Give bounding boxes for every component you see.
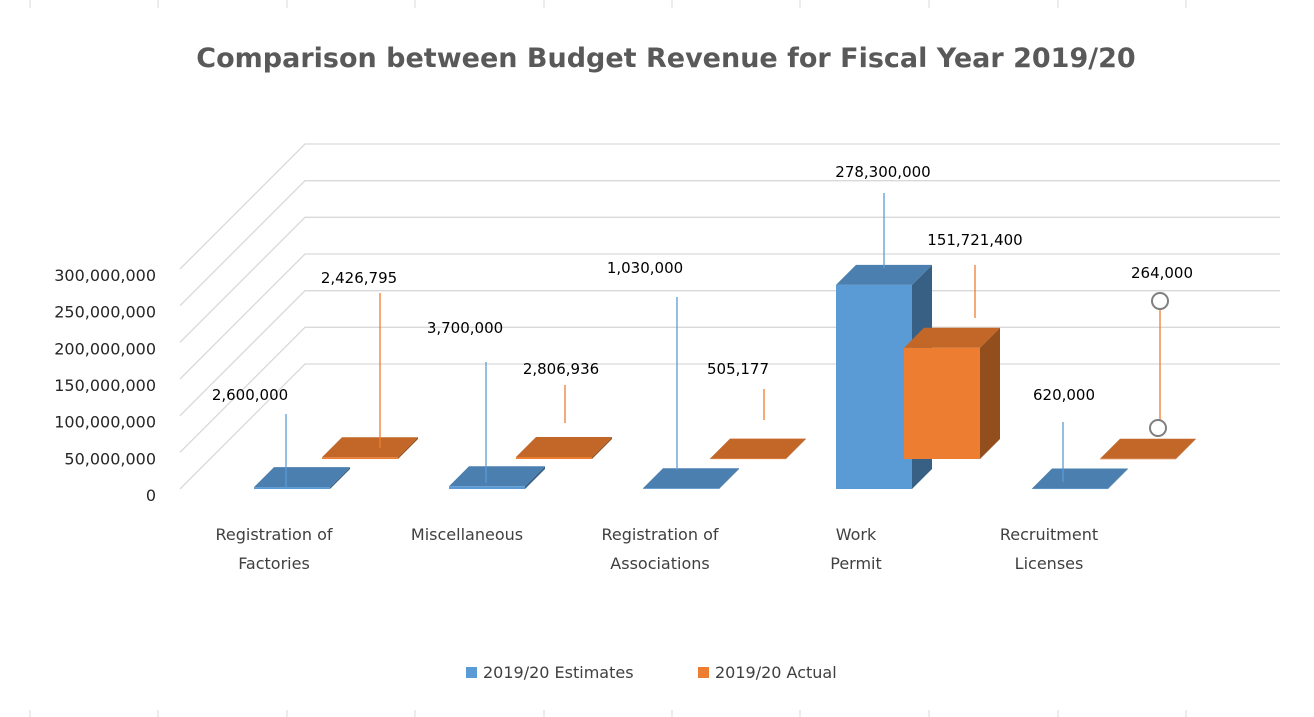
bar-estimate-4-side — [1108, 468, 1128, 489]
bar-estimate-3-front — [836, 284, 912, 489]
bar-estimate-0 — [254, 467, 350, 489]
category-label-line: Registration of — [602, 525, 719, 544]
bar-actual-4-top — [1100, 438, 1196, 459]
data-label-actual-3: 151,721,400 — [927, 231, 1022, 249]
chart-gridlines — [179, 143, 1280, 490]
data-label-actual-4: 264,000 — [1131, 264, 1193, 282]
bar-actual-3-front — [904, 347, 980, 459]
category-label-line: Work — [836, 525, 877, 544]
bar-estimate-1-top — [449, 466, 545, 487]
bar-estimate-1-side — [525, 466, 545, 489]
legend-swatch-1 — [698, 667, 709, 678]
bar-estimate-0-front — [254, 487, 330, 489]
bar-estimate-4 — [1032, 468, 1128, 490]
bar-estimate-4-top — [1032, 468, 1128, 489]
bar-actual-2-side — [786, 438, 806, 459]
bar-estimate-1-front — [449, 486, 525, 489]
y-tick-label: 0 — [146, 486, 156, 505]
bar-estimate-4-front — [1032, 488, 1108, 490]
data-label-actual-0: 2,426,795 — [321, 269, 397, 287]
spreadsheet-gridlines — [29, 0, 1187, 717]
bar-actual-2 — [710, 438, 806, 460]
bar-actual-1-side — [592, 436, 612, 459]
gridline-1 — [179, 326, 1280, 453]
legend-label-0: 2019/20 Estimates — [483, 663, 634, 682]
bar-actual-4-front — [1100, 458, 1176, 460]
category-label-line: Associations — [610, 554, 709, 573]
category-label-line: Licenses — [1015, 554, 1084, 573]
bar-estimate-2-top — [643, 468, 739, 489]
bar-estimate-2 — [643, 468, 739, 489]
category-label-4: Recruitment Licenses — [1000, 525, 1098, 573]
gridline-4 — [179, 216, 1280, 343]
legend: 2019/20 Estimates 2019/20 Actual — [466, 663, 837, 682]
bar-actual-1-top — [516, 436, 612, 457]
bar-actual-3-side — [980, 327, 1000, 459]
bar-estimate-0-top — [254, 467, 350, 488]
category-label-1: Miscellaneous — [411, 525, 523, 544]
data-label-estimate-4: 620,000 — [1033, 386, 1095, 404]
data-label-estimate-0: 2,600,000 — [212, 386, 288, 404]
data-label-estimate-1: 3,700,000 — [427, 319, 503, 337]
bar-actual-0-front — [322, 457, 398, 459]
bars — [254, 264, 1196, 490]
y-tick-label: 50,000,000 — [64, 449, 156, 468]
bar-actual-0-side — [398, 437, 418, 459]
bar-actual-4 — [1100, 438, 1196, 460]
bar-estimate-0-side — [330, 467, 350, 489]
y-tick-label: 200,000,000 — [54, 339, 156, 358]
category-label-0: Registration of Factories — [216, 525, 333, 573]
category-label-line: Factories — [238, 554, 310, 573]
bar-actual-1-front — [516, 456, 592, 459]
chart-title: Comparison between Budget Revenue for Fi… — [196, 43, 1135, 74]
data-label-actual-2: 505,177 — [707, 360, 769, 378]
bar-actual-2-top — [710, 438, 806, 459]
bar-actual-4-side — [1176, 438, 1196, 459]
bar-actual-1 — [516, 436, 612, 459]
data-label-actual-1: 2,806,936 — [523, 360, 599, 378]
bar-estimate-3-top — [836, 264, 932, 285]
category-label-2: Registration of Associations — [602, 525, 719, 573]
gridline-6 — [179, 143, 1280, 270]
gridline-2 — [179, 290, 1280, 417]
data-label-estimate-2: 1,030,000 — [607, 259, 683, 277]
bar-estimate-2-side — [719, 468, 739, 489]
bar-actual-2-front — [710, 458, 786, 460]
leader-lines — [285, 193, 1169, 489]
y-tick-label: 100,000,000 — [54, 413, 156, 432]
data-label-estimate-3: 278,300,000 — [835, 163, 930, 181]
category-label-line: Recruitment — [1000, 525, 1098, 544]
bar-actual-3-top — [904, 327, 1000, 348]
y-tick-label: 150,000,000 — [54, 376, 156, 395]
bar-estimate-3 — [836, 264, 932, 489]
category-label-line: Permit — [830, 554, 882, 573]
bar-estimate-2-front — [643, 488, 719, 489]
x-axis: Registration of Factories Miscellaneous Reg… — [216, 525, 1099, 573]
legend-label-1: 2019/20 Actual — [715, 663, 837, 682]
bar-actual-0 — [322, 437, 418, 459]
legend-swatch-0 — [466, 667, 477, 678]
category-label-line: Registration of — [216, 525, 333, 544]
y-tick-label: 250,000,000 — [54, 303, 156, 322]
y-axis: 0 50,000,000 100,000,000 150,000,000 200,000… — [54, 266, 156, 505]
selection-handle-bottom — [1149, 419, 1167, 437]
y-tick-label: 300,000,000 — [54, 266, 156, 285]
category-label-3: Work Permit — [830, 525, 882, 573]
selection-handle-top — [1151, 292, 1169, 310]
bar-actual-3 — [904, 327, 1000, 459]
gridline-3 — [179, 253, 1280, 380]
gridline-5 — [179, 180, 1280, 307]
category-label-line: Miscellaneous — [411, 525, 523, 544]
bar-estimate-1 — [449, 466, 545, 489]
data-labels: 2,600,000 3,700,000 1,030,000 278,300,000 62… — [212, 163, 1193, 404]
bar-actual-0-top — [322, 437, 418, 458]
